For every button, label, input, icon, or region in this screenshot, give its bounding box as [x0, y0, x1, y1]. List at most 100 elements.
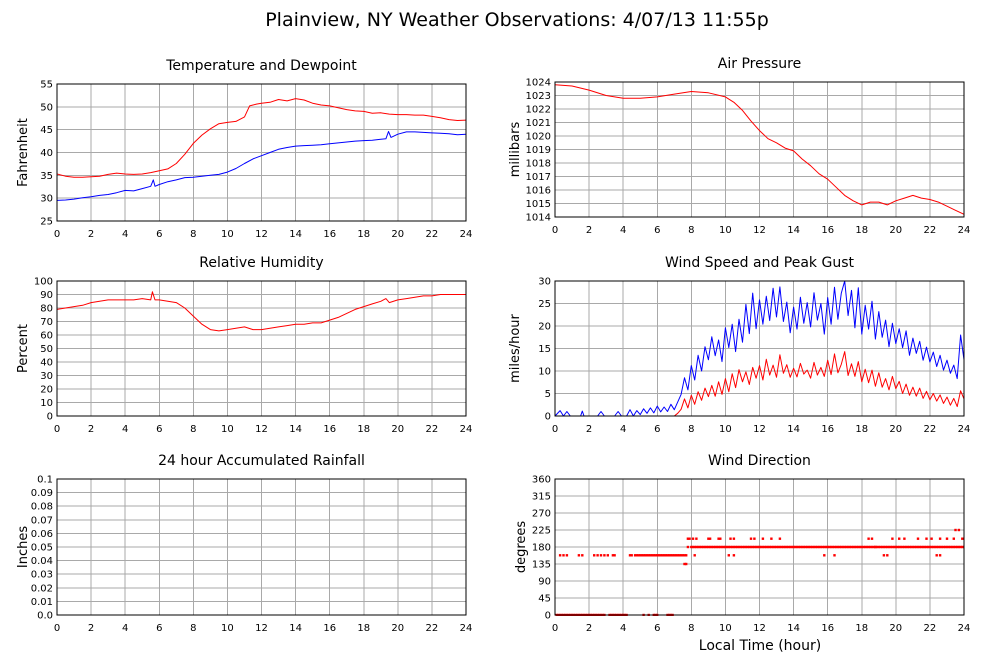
- y-tick-label: 1015: [526, 199, 551, 210]
- direction-point: [867, 545, 870, 549]
- direction-point: [928, 545, 932, 549]
- y-tick-label: 55: [40, 80, 53, 91]
- direction-point: [751, 545, 754, 549]
- direction-point: [693, 554, 696, 557]
- plot-area: [57, 98, 466, 201]
- y-tick-label: 1018: [526, 159, 551, 170]
- direction-point: [666, 554, 669, 557]
- direction-point: [741, 545, 744, 549]
- panel-title: Wind Speed and Peak Gust: [665, 255, 854, 271]
- x-tick-label: 16: [821, 623, 834, 634]
- y-tick-label: 100: [34, 277, 53, 288]
- direction-point: [761, 537, 765, 540]
- y-tick-label: 1022: [526, 105, 551, 116]
- direction-point: [664, 554, 667, 557]
- direction-point: [645, 554, 649, 557]
- x-tick-label: 4: [620, 424, 626, 435]
- plot-area: [555, 528, 964, 616]
- x-tick-label: 18: [357, 424, 370, 435]
- direction-point: [778, 545, 782, 549]
- direction-point: [792, 545, 795, 549]
- direction-point: [729, 537, 732, 540]
- direction-point: [753, 537, 756, 540]
- plot-frame: [554, 81, 965, 218]
- series-line-red: [57, 98, 466, 178]
- direction-point: [829, 545, 833, 549]
- y-tick-label: 225: [532, 526, 551, 537]
- direction-point: [824, 545, 828, 549]
- direction-point: [940, 545, 943, 549]
- direction-point: [606, 554, 609, 557]
- direction-point: [923, 545, 926, 549]
- y-axis-label: Fahrenheit: [16, 118, 31, 187]
- direction-point: [688, 537, 691, 540]
- y-tick-label: 70: [40, 317, 53, 328]
- direction-point: [611, 554, 615, 557]
- x-tick-label: 24: [958, 623, 971, 634]
- direction-point: [846, 545, 850, 549]
- x-tick-label: 6: [654, 623, 660, 634]
- direction-point: [823, 554, 826, 557]
- direction-point: [870, 545, 874, 549]
- direction-point: [656, 554, 659, 557]
- series-line-blue: [555, 280, 964, 417]
- direction-point: [800, 545, 804, 549]
- y-tick-label: 1019: [526, 145, 551, 156]
- direction-point: [657, 554, 661, 557]
- x-tick-label: 6: [156, 623, 162, 634]
- direction-point: [652, 554, 655, 557]
- y-tick-label: 10: [538, 367, 551, 378]
- direction-point: [831, 545, 834, 549]
- direction-point: [841, 545, 845, 549]
- direction-point: [942, 545, 945, 549]
- direction-point: [640, 554, 644, 557]
- direction-point: [903, 537, 906, 540]
- direction-point: [896, 545, 899, 549]
- plot-frame: [56, 478, 467, 616]
- x-tick-label: 24: [460, 424, 473, 435]
- y-axis-label: degrees: [514, 521, 529, 574]
- direction-point: [756, 545, 759, 549]
- plot-area: [555, 84, 964, 215]
- x-tick-label: 4: [620, 623, 626, 634]
- y-tick-label: 45: [40, 125, 53, 136]
- direction-point: [698, 545, 702, 549]
- direction-point: [717, 537, 720, 540]
- direction-point: [731, 545, 734, 549]
- direction-point: [797, 545, 800, 549]
- x-tick-label: 24: [460, 229, 473, 240]
- direction-point: [915, 545, 918, 549]
- y-tick-label: 1020: [526, 132, 551, 143]
- direction-point: [817, 545, 821, 549]
- direction-point: [933, 545, 937, 549]
- y-tick-label: 180: [532, 543, 551, 554]
- direction-point: [596, 554, 599, 557]
- direction-point: [732, 545, 736, 549]
- direction-point: [647, 554, 650, 557]
- x-tick-label: 14: [289, 424, 302, 435]
- direction-point: [802, 545, 805, 549]
- panel-title: Temperature and Dewpoint: [165, 58, 357, 74]
- direction-point: [910, 545, 913, 549]
- direction-point: [882, 545, 886, 549]
- y-axis-label: Inches: [16, 526, 31, 568]
- plot-frame: [56, 280, 467, 417]
- direction-point: [754, 545, 758, 549]
- y-tick-label: 0.08: [31, 502, 53, 513]
- direction-point: [734, 545, 737, 549]
- y-tick-label: 50: [40, 102, 53, 113]
- direction-point: [693, 545, 696, 549]
- direction-point: [816, 545, 819, 549]
- y-tick-label: 90: [40, 290, 53, 301]
- x-tick-label: 22: [426, 229, 439, 240]
- x-tick-label: 10: [221, 623, 234, 634]
- x-tick-label: 4: [620, 225, 626, 236]
- direction-point: [727, 545, 730, 549]
- direction-point: [661, 554, 664, 557]
- y-tick-label: 90: [538, 577, 551, 588]
- direction-point: [921, 545, 925, 549]
- direction-point: [911, 545, 915, 549]
- direction-point: [715, 545, 719, 549]
- direction-point: [712, 545, 715, 549]
- x-tick-label: 12: [753, 623, 766, 634]
